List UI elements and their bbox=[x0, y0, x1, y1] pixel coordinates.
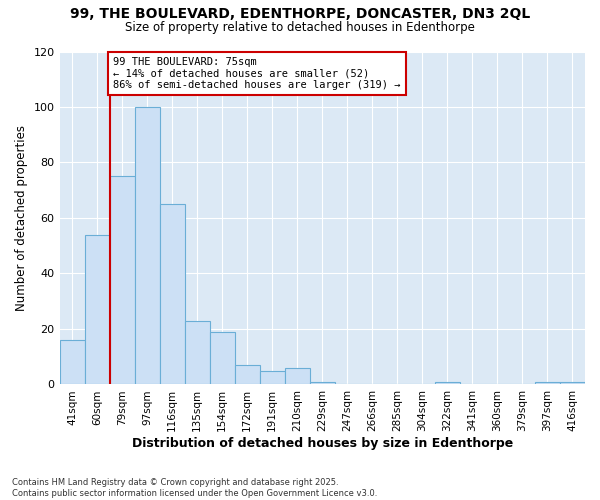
Bar bbox=[134, 107, 160, 384]
Bar bbox=[110, 176, 134, 384]
Bar bbox=[85, 234, 110, 384]
Bar bbox=[435, 382, 460, 384]
Text: 99 THE BOULEVARD: 75sqm
← 14% of detached houses are smaller (52)
86% of semi-de: 99 THE BOULEVARD: 75sqm ← 14% of detache… bbox=[113, 57, 401, 90]
Bar bbox=[285, 368, 310, 384]
Text: 99, THE BOULEVARD, EDENTHORPE, DONCASTER, DN3 2QL: 99, THE BOULEVARD, EDENTHORPE, DONCASTER… bbox=[70, 8, 530, 22]
Bar bbox=[260, 370, 285, 384]
Y-axis label: Number of detached properties: Number of detached properties bbox=[15, 125, 28, 311]
Bar bbox=[160, 204, 185, 384]
Bar bbox=[560, 382, 585, 384]
Bar bbox=[59, 340, 85, 384]
Bar bbox=[310, 382, 335, 384]
Text: Contains HM Land Registry data © Crown copyright and database right 2025.
Contai: Contains HM Land Registry data © Crown c… bbox=[12, 478, 377, 498]
Text: Size of property relative to detached houses in Edenthorpe: Size of property relative to detached ho… bbox=[125, 21, 475, 34]
Bar bbox=[235, 365, 260, 384]
Bar bbox=[535, 382, 560, 384]
Bar bbox=[185, 320, 209, 384]
X-axis label: Distribution of detached houses by size in Edenthorpe: Distribution of detached houses by size … bbox=[131, 437, 513, 450]
Bar bbox=[209, 332, 235, 384]
